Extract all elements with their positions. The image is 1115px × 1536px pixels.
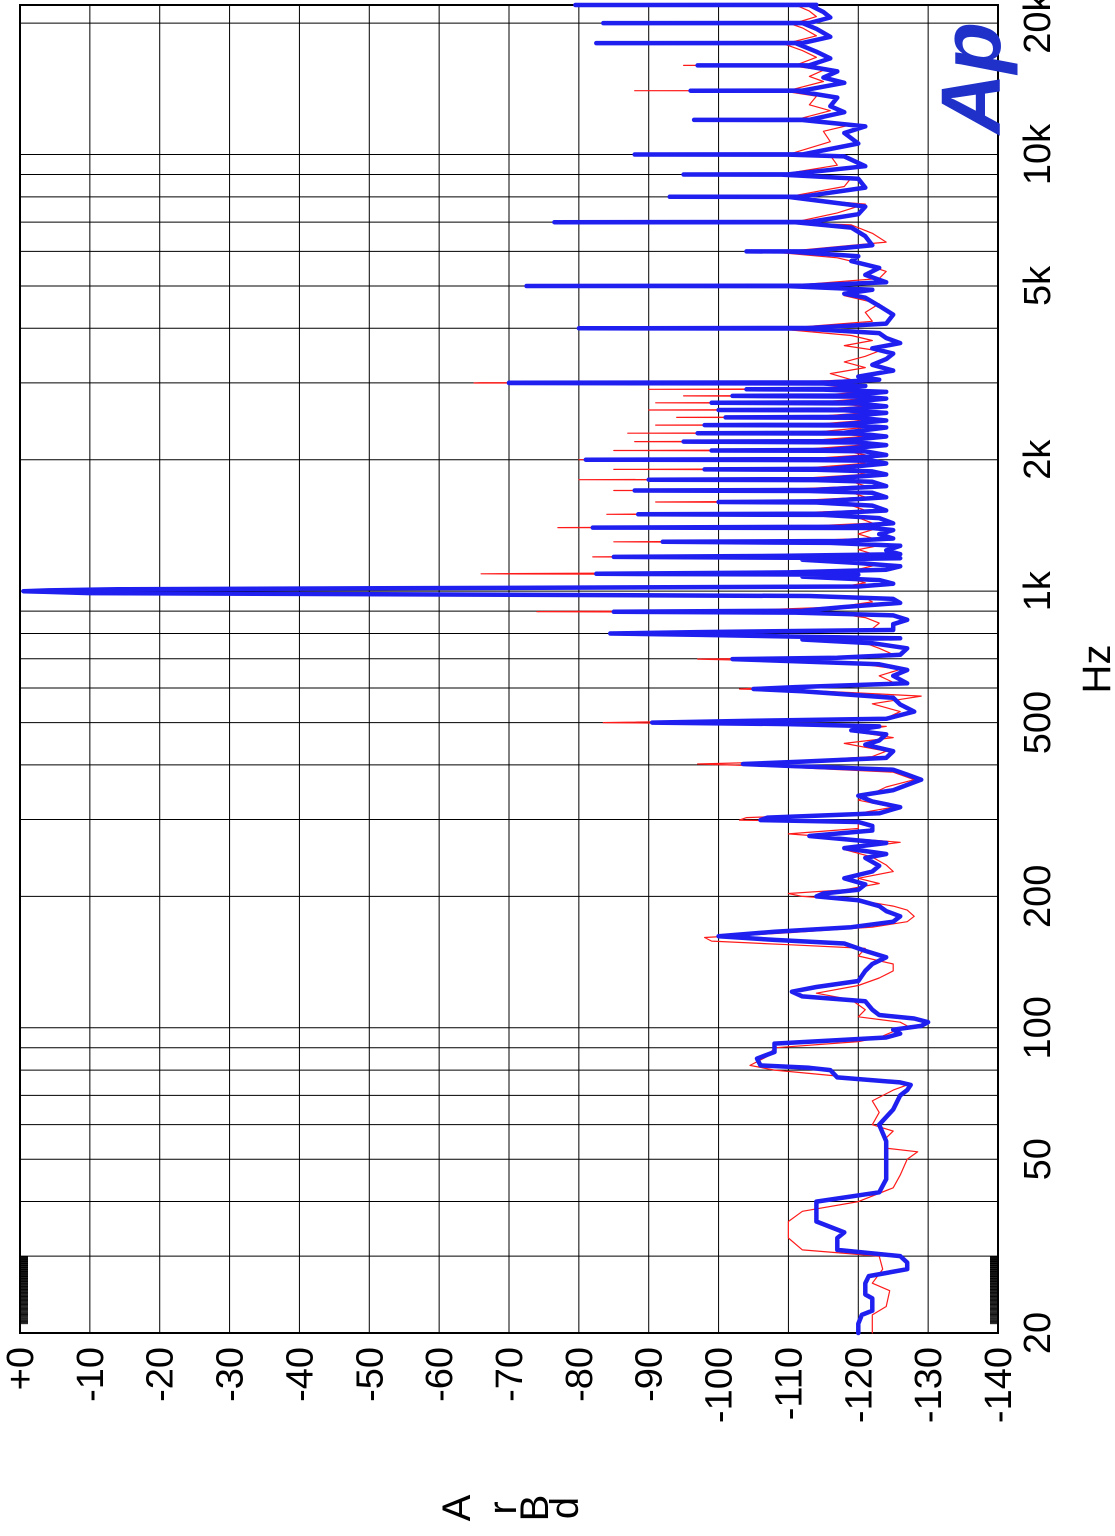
frequency-tick-label: 2k [1017, 439, 1059, 480]
frequency-tick-label: 500 [1017, 691, 1059, 754]
grid [19, 5, 999, 1334]
frequency-tick-label: 20 [1017, 1312, 1059, 1354]
ticks: +0 -10 -20 -30 -40 -50 -60 -70 -80 -90 -100 -110 -12… [0, 0, 1059, 1423]
series-layer [21, 2, 931, 1336]
ap-logo: Ap [924, 22, 1018, 136]
level-tick-label: -10 [70, 1347, 112, 1402]
level-tick-label: -90 [629, 1347, 671, 1402]
level-tick-label: -50 [349, 1347, 391, 1402]
level-tick-label: -100 [699, 1347, 741, 1423]
level-tick-label: -110 [768, 1347, 810, 1420]
x-axis-title: Hz [1075, 645, 1115, 694]
level-tick-label: -40 [279, 1347, 321, 1402]
frequency-tick-label: 20k [1017, 0, 1059, 54]
level-tick-label: +0 [0, 1347, 42, 1390]
series-line-blue [21, 2, 931, 1336]
frequency-tick-label: 5k [1017, 265, 1059, 306]
y-axis-title-letter: r [481, 1501, 525, 1514]
frequency-tick-label: 200 [1017, 865, 1059, 928]
level-tick-label: -140 [978, 1347, 1020, 1423]
level-tick-label: -120 [838, 1347, 880, 1423]
frequency-tick-label: 1k [1017, 570, 1059, 611]
frequency-tick-label: 50 [1017, 1138, 1059, 1180]
frequency-tick-label: 100 [1017, 996, 1059, 1059]
y-axis-title-letter: A [435, 1494, 479, 1521]
frequency-tick-label: 10k [1017, 123, 1059, 185]
y-axis-title-letter: d [543, 1497, 587, 1519]
level-tick-label: -20 [140, 1347, 182, 1402]
level-tick-label: -130 [908, 1347, 950, 1423]
level-tick-label: -80 [559, 1347, 601, 1402]
y-axis-title-letter: B [513, 1495, 557, 1522]
level-tick-label: -30 [210, 1347, 252, 1402]
level-tick-label: -70 [489, 1347, 531, 1402]
level-tick-label: -60 [419, 1347, 461, 1402]
